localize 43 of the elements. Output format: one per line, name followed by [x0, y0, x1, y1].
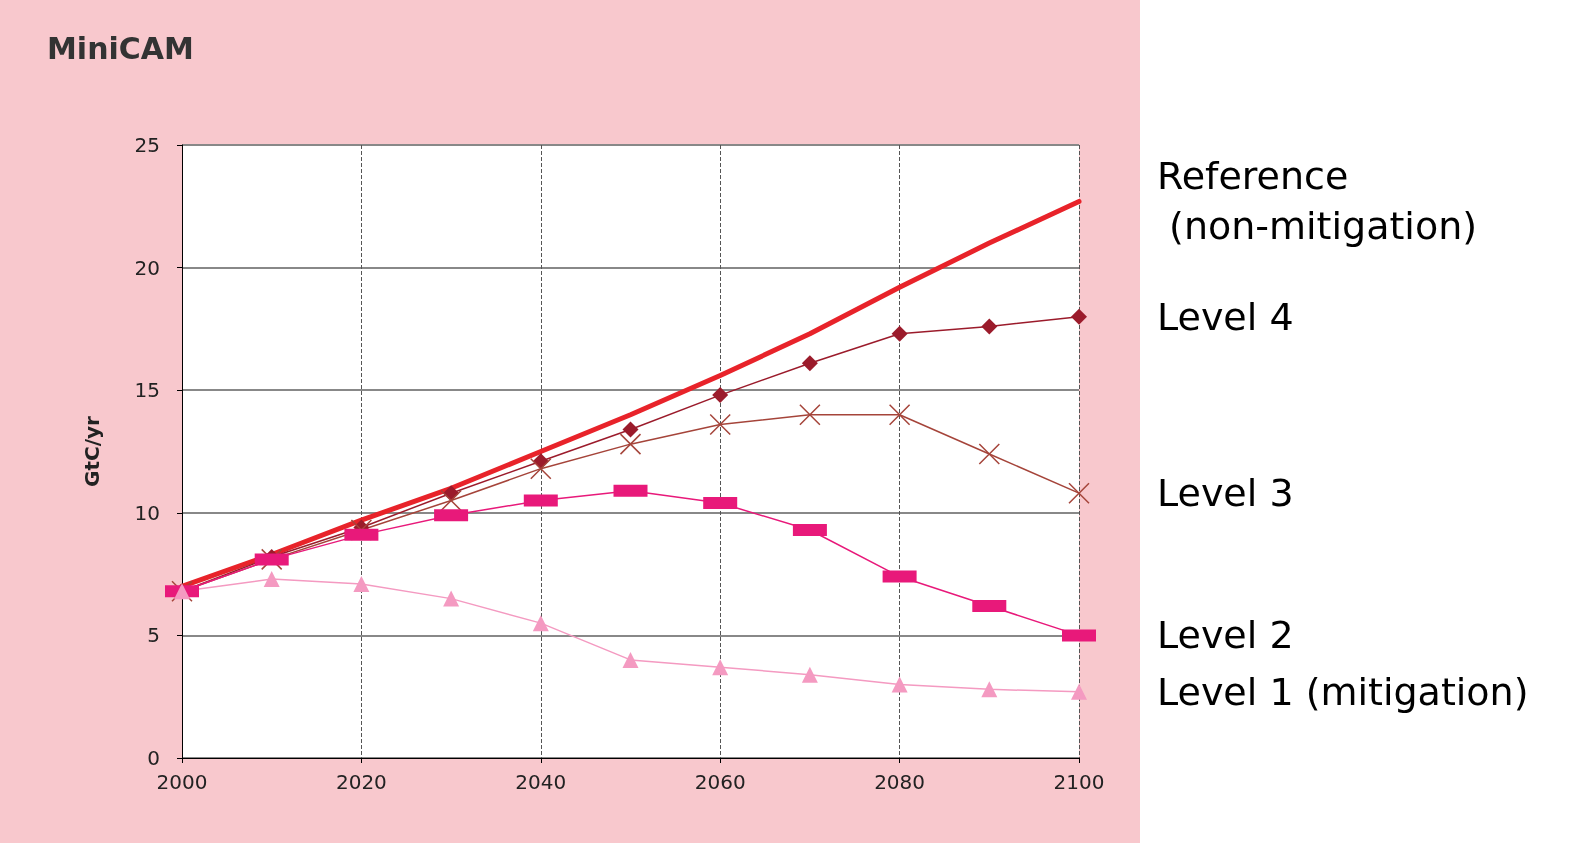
y-tick-label: 5: [147, 623, 160, 648]
point: [530, 457, 552, 480]
x-tick-label: 2060: [694, 770, 746, 794]
point: [622, 651, 639, 668]
chart-title: MiniCAM: [47, 30, 194, 66]
point: [801, 355, 818, 372]
point: [709, 413, 731, 436]
y-tick-label: 0: [147, 746, 160, 770]
point: [1071, 308, 1087, 325]
point: [712, 387, 729, 404]
series-label: Level 3: [1157, 471, 1294, 516]
series-label: Level 1 (mitigation): [1157, 669, 1529, 714]
point: [712, 659, 729, 676]
point: [532, 615, 549, 632]
text: Reference (non-mitigation): [1157, 154, 1478, 249]
point: [263, 571, 280, 587]
x-tick-label: 2000: [156, 770, 208, 794]
point: [1071, 683, 1087, 700]
y-axis-title: GtC/yr: [80, 415, 104, 487]
point: [891, 676, 908, 693]
point: [619, 433, 642, 455]
point: [981, 318, 998, 335]
point: [622, 421, 639, 438]
x-tick-label: 2100: [1053, 770, 1105, 794]
y-tick-label: 10: [134, 500, 160, 525]
series-label: Level 4: [1157, 294, 1294, 339]
point: [443, 590, 460, 607]
y-tick-label: 15: [134, 378, 160, 403]
series-label: Level 2: [1157, 613, 1294, 658]
point: [978, 443, 1001, 465]
point: [799, 403, 821, 426]
y-tick-label: 25: [134, 133, 160, 157]
point: [440, 489, 462, 512]
point: [1068, 482, 1090, 504]
x-tick-label: 2040: [515, 770, 567, 794]
x-tick-label: 2080: [874, 770, 926, 794]
point: [891, 325, 908, 342]
y-tick-label: 20: [134, 255, 160, 280]
point: [981, 681, 998, 698]
point: [353, 575, 370, 592]
point: [888, 403, 911, 426]
x-tick-label: 2020: [335, 770, 387, 794]
point: [801, 666, 818, 683]
